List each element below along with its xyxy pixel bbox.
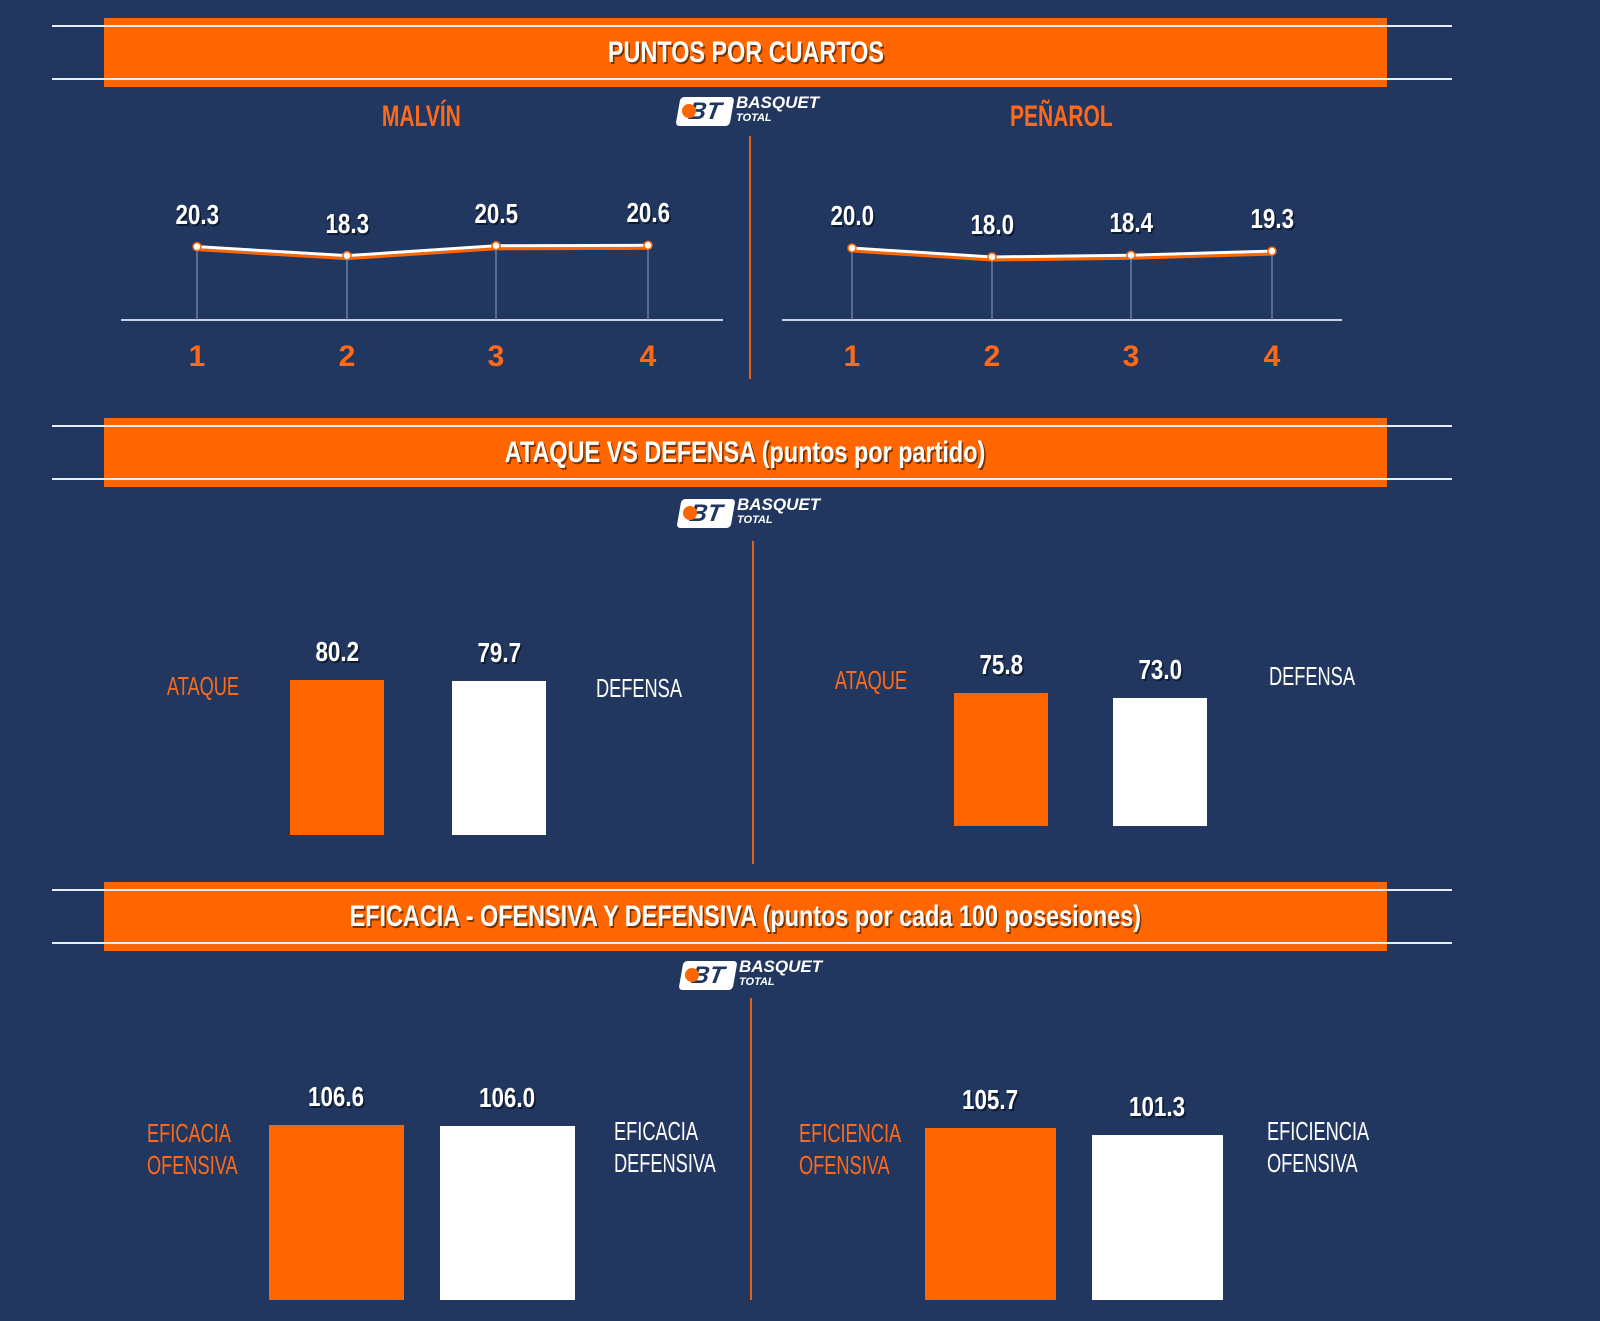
divider-line bbox=[52, 478, 1452, 480]
data-point bbox=[987, 252, 997, 262]
x-tick-label: 1 bbox=[843, 340, 861, 373]
team-name-penarol: PEÑAROL bbox=[1009, 100, 1113, 133]
basketball-icon bbox=[685, 968, 699, 982]
section-title: ATAQUE VS DEFENSA (puntos por partido) bbox=[505, 436, 986, 469]
data-label: 101.3 bbox=[1129, 1090, 1186, 1122]
bar-offense bbox=[954, 692, 1048, 826]
data-label: 20.3 bbox=[175, 198, 219, 230]
data-point bbox=[1126, 250, 1136, 260]
data-label: 75.8 bbox=[979, 648, 1023, 680]
section-banner-efficiency bbox=[104, 882, 1387, 951]
series-line bbox=[196, 243, 649, 258]
divider-line bbox=[52, 425, 1452, 427]
bar-defense bbox=[452, 681, 546, 835]
series-line-shadow bbox=[196, 246, 649, 261]
x-tick-label: 3 bbox=[487, 340, 505, 373]
data-point bbox=[342, 250, 352, 261]
data-label: 19.3 bbox=[1250, 203, 1294, 235]
data-point bbox=[1267, 246, 1277, 256]
divider-line bbox=[52, 889, 1452, 891]
data-label: 20.0 bbox=[830, 200, 874, 231]
team-divider bbox=[752, 541, 754, 864]
category-label: EFICIENCIA OFENSIVA bbox=[799, 1118, 902, 1180]
divider-line bbox=[52, 78, 1452, 80]
data-label: 20.5 bbox=[474, 197, 518, 229]
basketball-icon bbox=[682, 104, 696, 118]
x-tick-label: 2 bbox=[338, 340, 356, 373]
basketball-icon bbox=[683, 506, 697, 520]
category-label: ATAQUE bbox=[166, 671, 240, 701]
series-line bbox=[851, 246, 1273, 259]
data-label: 79.7 bbox=[477, 637, 521, 669]
section-banner-attack-defense bbox=[104, 418, 1387, 487]
x-tick-label: 1 bbox=[188, 340, 206, 373]
bar-offense bbox=[269, 1125, 404, 1300]
data-label: 18.4 bbox=[1109, 207, 1153, 239]
team-divider bbox=[750, 998, 752, 1300]
x-tick-label: 4 bbox=[1263, 340, 1281, 373]
team-divider bbox=[749, 136, 751, 379]
data-label: 105.7 bbox=[962, 1083, 1019, 1115]
team-name-malvin: MALVÍN bbox=[381, 100, 461, 133]
x-tick-label: 2 bbox=[983, 340, 1001, 373]
data-label: 18.3 bbox=[325, 207, 369, 239]
data-label: 18.0 bbox=[970, 209, 1014, 240]
bar-defense bbox=[1113, 697, 1207, 826]
section-title: PUNTOS POR CUARTOS bbox=[607, 36, 884, 69]
category-label: ATAQUE bbox=[834, 665, 908, 695]
basquet-total-logo: BT BASQUET TOTAL bbox=[676, 495, 824, 531]
category-label: DEFENSA bbox=[596, 673, 682, 703]
x-tick-label: 3 bbox=[1122, 340, 1140, 373]
section-banner-quarters bbox=[104, 18, 1387, 87]
category-label: EFICACIA OFENSIVA bbox=[147, 1118, 238, 1180]
data-point bbox=[847, 243, 857, 253]
data-label: 73.0 bbox=[1138, 653, 1182, 685]
category-label: EFICACIA DEFENSIVA bbox=[614, 1116, 716, 1178]
section-title: EFICACIA - OFENSIVA Y DEFENSIVA (puntos … bbox=[349, 900, 1142, 933]
category-label: EFICIENCIA OFENSIVA bbox=[1267, 1116, 1370, 1178]
data-point bbox=[643, 240, 653, 251]
x-tick-label: 4 bbox=[639, 340, 657, 373]
data-label: 80.2 bbox=[315, 636, 359, 668]
bar-defense bbox=[440, 1126, 575, 1300]
bar-defense bbox=[1092, 1134, 1223, 1300]
basquet-total-logo: BT BASQUET TOTAL bbox=[678, 957, 826, 993]
data-label: 20.6 bbox=[626, 197, 670, 229]
data-label: 106.0 bbox=[479, 1082, 536, 1114]
data-point bbox=[192, 241, 202, 252]
bar-offense bbox=[925, 1127, 1056, 1300]
bar-offense bbox=[290, 680, 384, 835]
series-line-shadow bbox=[851, 249, 1273, 262]
data-point bbox=[491, 241, 501, 251]
category-label: DEFENSA bbox=[1269, 661, 1355, 691]
divider-line bbox=[52, 25, 1452, 27]
basquet-total-logo: BT BASQUET TOTAL bbox=[675, 93, 823, 129]
data-label: 106.6 bbox=[308, 1081, 365, 1113]
divider-line bbox=[52, 942, 1452, 944]
